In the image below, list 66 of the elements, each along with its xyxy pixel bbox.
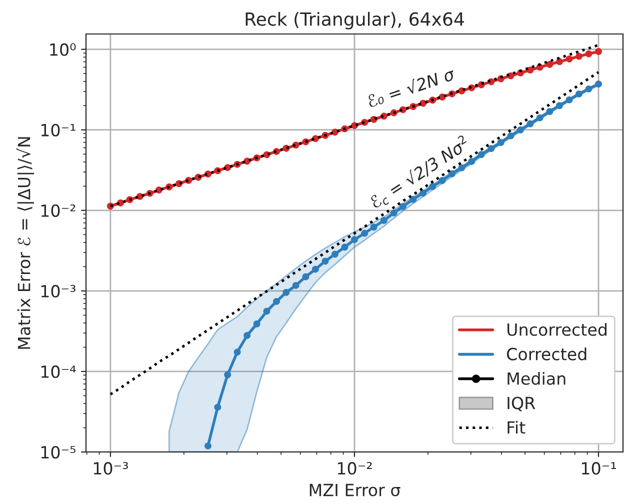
legend-label: Uncorrected <box>508 323 606 336</box>
y-tick-label: 10⁰ <box>50 43 76 56</box>
point <box>224 371 232 378</box>
point <box>585 85 592 92</box>
point <box>332 250 338 258</box>
annotation: ℰ₀ = √2N σ <box>366 66 456 108</box>
point <box>517 126 524 134</box>
legend-label: Fit <box>508 420 526 434</box>
annotation: IQR <box>508 396 536 412</box>
point <box>556 58 563 66</box>
point <box>576 52 582 60</box>
point <box>438 177 446 184</box>
point <box>468 158 476 165</box>
y-tick-label: 10⁻³ <box>41 284 76 298</box>
chart-title: Reck (Triangular), 64x64 <box>246 12 464 30</box>
point <box>420 190 427 197</box>
point <box>272 298 280 305</box>
point <box>546 60 554 68</box>
x-tick-label: 10⁻¹ <box>582 462 616 475</box>
point <box>263 308 270 315</box>
point <box>351 236 358 244</box>
point <box>556 102 563 110</box>
point <box>566 56 573 62</box>
x-tick-label: 10⁻³ <box>94 462 128 475</box>
point <box>488 145 495 152</box>
point <box>595 80 602 88</box>
point <box>566 96 573 104</box>
point <box>341 244 348 251</box>
x-axis-title: MZI Error σ <box>310 484 400 496</box>
point <box>204 442 212 450</box>
point <box>302 273 310 280</box>
point <box>526 66 534 74</box>
point <box>526 120 534 128</box>
y-tick-label: 10⁻² <box>41 204 76 217</box>
legend-label: Corrected <box>506 347 586 360</box>
point <box>214 404 222 411</box>
x-tick-label: 10⁻² <box>338 462 372 475</box>
point <box>536 114 544 122</box>
y-tick-label: 10⁻¹ <box>41 124 76 136</box>
point <box>244 332 251 339</box>
point <box>370 224 378 231</box>
y-tick-label: 10⁻⁵ <box>41 446 76 459</box>
point <box>253 320 260 328</box>
annotation: Median <box>508 372 566 385</box>
point <box>312 266 319 273</box>
point <box>399 202 406 210</box>
point <box>595 48 602 55</box>
point <box>390 209 398 216</box>
y-tick-label: 10⁻⁴ <box>41 365 76 378</box>
y-axis-title: Matrix Error ℰ = ⟨|ΔU|⟩/√N <box>16 137 34 349</box>
point <box>234 348 241 356</box>
annotation: ℰ$_{c}$ = √2/3 Nσ$^{2}$ <box>367 134 472 211</box>
point <box>576 90 582 98</box>
point <box>478 151 485 158</box>
point <box>361 230 368 237</box>
point <box>585 50 592 58</box>
point <box>507 132 514 140</box>
point <box>497 139 504 146</box>
point <box>546 108 554 115</box>
point <box>380 216 388 224</box>
point <box>282 288 290 296</box>
point <box>292 282 300 289</box>
point <box>448 170 456 178</box>
point <box>322 258 329 265</box>
point <box>410 196 417 203</box>
point <box>458 164 466 172</box>
